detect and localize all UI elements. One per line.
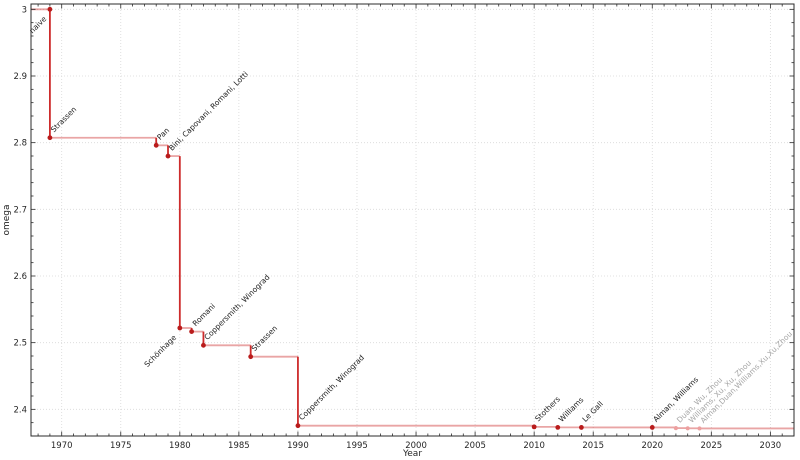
x-tick-label: 2000 <box>405 441 427 451</box>
data-point <box>673 425 678 431</box>
x-tick-label: 1985 <box>228 441 250 451</box>
data-point <box>578 425 584 430</box>
y-tick-label: 2.6 <box>13 272 27 282</box>
data-point <box>531 424 537 430</box>
x-tick-label: 2030 <box>760 441 782 451</box>
x-tick-label: 2005 <box>464 441 486 451</box>
y-tick-label: 2.7 <box>13 205 27 215</box>
data-point <box>165 153 171 159</box>
x-axis-label: Year <box>402 449 422 459</box>
data-point <box>555 425 561 430</box>
y-tick-label: 2.8 <box>13 139 27 149</box>
data-point <box>47 135 53 141</box>
x-tick-label: 1990 <box>287 441 309 451</box>
data-point <box>248 354 254 360</box>
x-tick-label: 1995 <box>346 441 368 451</box>
data-point <box>153 142 159 148</box>
y-tick-label: 2.9 <box>13 72 27 82</box>
data-point <box>697 426 702 431</box>
data-point <box>649 425 655 430</box>
y-tick-label: 2.5 <box>13 339 27 349</box>
x-tick-label: 1975 <box>110 441 132 451</box>
x-tick-label: 1970 <box>51 441 73 451</box>
data-point <box>189 329 195 334</box>
x-tick-label: 2020 <box>641 441 663 451</box>
plot-border <box>30 3 795 437</box>
data-point <box>201 342 206 348</box>
data-point <box>685 426 690 431</box>
x-tick-label: 2015 <box>582 441 604 451</box>
x-tick-label: 2010 <box>523 441 545 451</box>
data-point <box>295 423 301 429</box>
x-tick-label: 2025 <box>701 441 723 451</box>
y-tick-label: 2.4 <box>13 405 27 415</box>
data-point <box>177 325 183 331</box>
y-tick-label: 3 <box>22 5 27 15</box>
x-tick-label: 1980 <box>169 441 191 451</box>
y-axis-label: omega <box>2 204 12 235</box>
data-point <box>47 6 53 12</box>
